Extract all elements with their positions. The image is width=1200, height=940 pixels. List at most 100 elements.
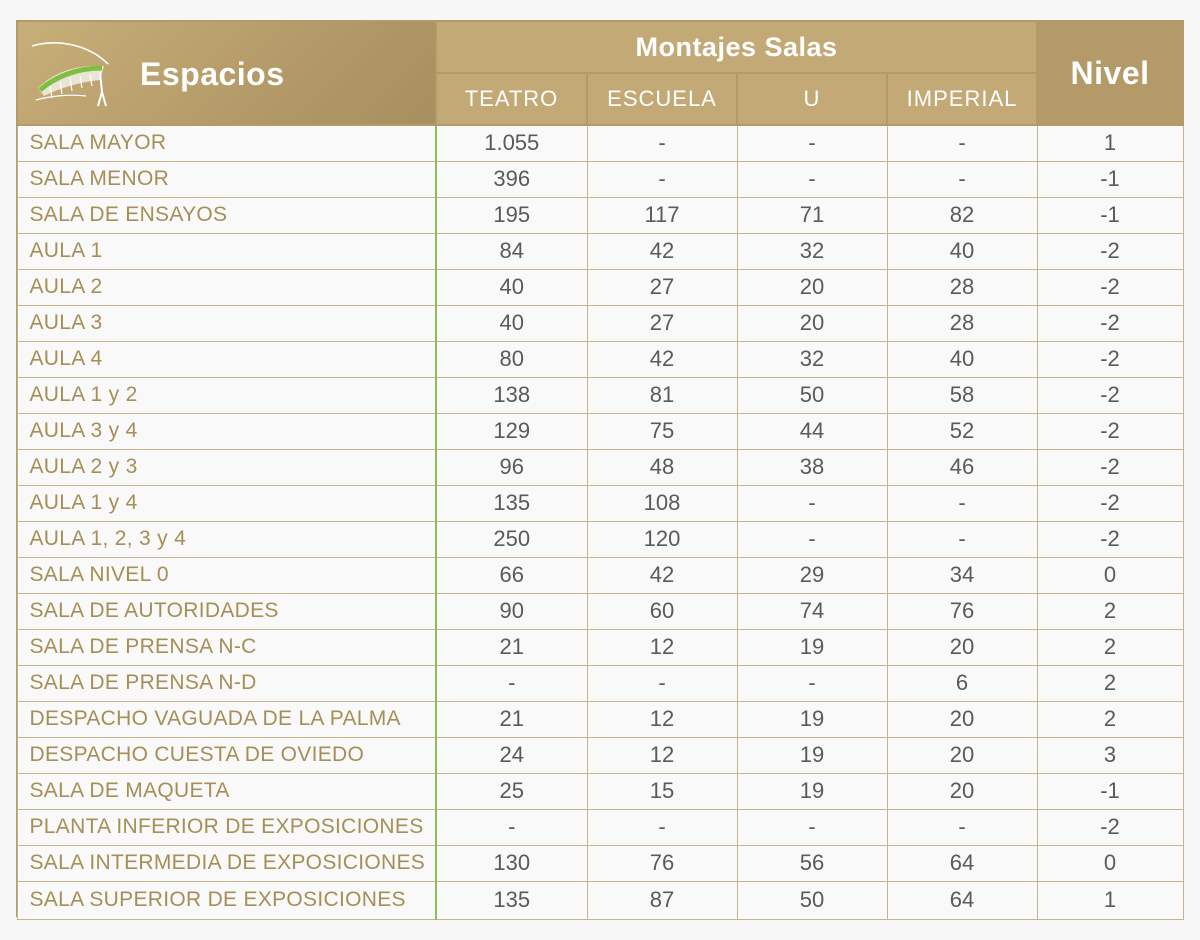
cell-escuela: 76 <box>586 844 738 882</box>
cell-imperial: 20 <box>886 700 1038 738</box>
cell-nivel: 2 <box>1036 700 1184 738</box>
space-name-cell: SALA MAYOR <box>16 124 437 162</box>
cell-u: 19 <box>736 628 888 666</box>
spaces-table-container: Espacios Montajes Salas Nivel TEATRO ESC… <box>16 20 1185 920</box>
cell-escuela: 81 <box>586 376 738 414</box>
cell-nivel: -2 <box>1036 340 1184 378</box>
table-row: DESPACHO CUESTA DE OVIEDO 24 12 19 20 3 <box>16 736 1184 774</box>
cell-imperial: 20 <box>886 628 1038 666</box>
cell-teatro: 96 <box>435 448 588 486</box>
cell-escuela: 120 <box>586 520 738 558</box>
cell-escuela: 42 <box>586 556 738 594</box>
cell-escuela: - <box>586 124 738 162</box>
cell-escuela: 15 <box>586 772 738 810</box>
space-name-cell: AULA 3 <box>16 304 437 342</box>
cell-escuela: 75 <box>586 412 738 450</box>
table-row: AULA 3 40 27 20 28 -2 <box>16 304 1184 342</box>
cell-u: - <box>736 160 888 198</box>
column-header-u: U <box>736 72 888 126</box>
space-name-cell: AULA 1 y 2 <box>16 376 437 414</box>
cell-nivel: -2 <box>1036 268 1184 306</box>
cell-u: 74 <box>736 592 888 630</box>
table-row: SALA DE AUTORIDADES 90 60 74 76 2 <box>16 592 1184 630</box>
table-row: SALA DE PRENSA N-C 21 12 19 20 2 <box>16 628 1184 666</box>
cell-imperial: 64 <box>886 880 1038 920</box>
cell-escuela: - <box>586 664 738 702</box>
space-name-cell: SALA DE MAQUETA <box>16 772 437 810</box>
cell-teatro: 135 <box>435 484 588 522</box>
table-row: AULA 1 84 42 32 40 -2 <box>16 232 1184 270</box>
space-name-cell: AULA 1 <box>16 232 437 270</box>
table-row: SALA NIVEL 0 66 42 29 34 0 <box>16 556 1184 594</box>
space-name-cell: SALA DE ENSAYOS <box>16 196 437 234</box>
cell-u: 32 <box>736 232 888 270</box>
cell-nivel: -1 <box>1036 160 1184 198</box>
venue-logo-icon <box>31 42 109 107</box>
table-row: SALA MENOR 396- - - -1 <box>16 160 1184 198</box>
column-header-escuela: ESCUELA <box>586 72 738 126</box>
cell-u: 71 <box>736 196 888 234</box>
space-name-cell: AULA 3 y 4 <box>16 412 437 450</box>
cell-imperial: 28 <box>886 304 1038 342</box>
spaces-capacity-table: Espacios Montajes Salas Nivel TEATRO ESC… <box>16 20 1185 920</box>
space-name-cell: AULA 4 <box>16 340 437 378</box>
cell-nivel: 2 <box>1036 592 1184 630</box>
espacios-header: Espacios <box>16 20 437 126</box>
column-header-imperial: IMPERIAL <box>885 72 1039 126</box>
cell-u: - <box>736 520 888 558</box>
cell-u: 56 <box>736 844 888 882</box>
cell-teatro: 25 <box>435 772 588 810</box>
space-name-cell: AULA 2 y 3 <box>16 448 437 486</box>
cell-nivel: -2 <box>1036 232 1184 270</box>
cell-teatro: 129 <box>435 412 588 450</box>
cell-u: 19 <box>736 772 888 810</box>
cell-escuela: - <box>586 808 738 846</box>
space-name-cell: AULA 1 y 4 <box>16 484 437 522</box>
cell-imperial: 34 <box>886 556 1038 594</box>
cell-imperial: - <box>886 160 1038 198</box>
cell-u: 32 <box>736 340 888 378</box>
cell-nivel: 3 <box>1036 736 1184 774</box>
cell-teatro: 66 <box>435 556 588 594</box>
cell-imperial: 20 <box>886 736 1038 774</box>
table-row: PLANTA INFERIOR DE EXPOSICIONES - - - - -2 <box>16 808 1184 846</box>
cell-escuela: 42 <box>586 340 738 378</box>
cell-u: - <box>736 484 888 522</box>
table-body: SALA MAYOR 1.055- - -1 SALA MENOR 396- - - -1 SAL… <box>16 124 1184 920</box>
cell-imperial: 52 <box>886 412 1038 450</box>
cell-nivel: 0 <box>1036 844 1184 882</box>
table-row: AULA 2 40 27 20 28 -2 <box>16 268 1184 306</box>
cell-teatro: 24 <box>435 736 588 774</box>
cell-nivel: -2 <box>1036 484 1184 522</box>
cell-imperial: - <box>886 484 1038 522</box>
cell-teatro: - <box>435 664 588 702</box>
cell-imperial: 64 <box>886 844 1038 882</box>
cell-imperial: - <box>886 124 1038 162</box>
cell-imperial: 28 <box>886 268 1038 306</box>
cell-teatro: 84 <box>435 232 588 270</box>
table-row: AULA 1, 2, 3 y 4 250 120- - -2 <box>16 520 1184 558</box>
cell-teatro: 130 <box>435 844 588 882</box>
cell-imperial: 6 <box>886 664 1038 702</box>
cell-teatro: 90 <box>435 592 588 630</box>
cell-teatro: 396 <box>435 160 588 198</box>
cell-imperial: 40 <box>886 340 1038 378</box>
space-name-cell: SALA NIVEL 0 <box>16 556 437 594</box>
table-row: SALA INTERMEDIA DE EXPOSICIONES 130 76 56 64… <box>16 844 1184 882</box>
table-row: SALA DE MAQUETA 25 15 19 20 -1 <box>16 772 1184 810</box>
cell-u: 20 <box>736 304 888 342</box>
cell-escuela: 48 <box>586 448 738 486</box>
cell-u: 20 <box>736 268 888 306</box>
cell-teatro: - <box>435 808 588 846</box>
cell-u: 50 <box>736 880 888 920</box>
cell-u: 44 <box>736 412 888 450</box>
cell-nivel: -1 <box>1036 772 1184 810</box>
cell-teatro: 80 <box>435 340 588 378</box>
cell-escuela: 12 <box>586 700 738 738</box>
montajes-salas-header: Montajes Salas <box>434 20 1039 74</box>
cell-imperial: 20 <box>886 772 1038 810</box>
cell-u: 38 <box>736 448 888 486</box>
column-header-teatro: TEATRO <box>435 72 588 126</box>
cell-escuela: - <box>586 160 738 198</box>
space-name-cell: SALA INTERMEDIA DE EXPOSICIONES <box>16 844 437 882</box>
